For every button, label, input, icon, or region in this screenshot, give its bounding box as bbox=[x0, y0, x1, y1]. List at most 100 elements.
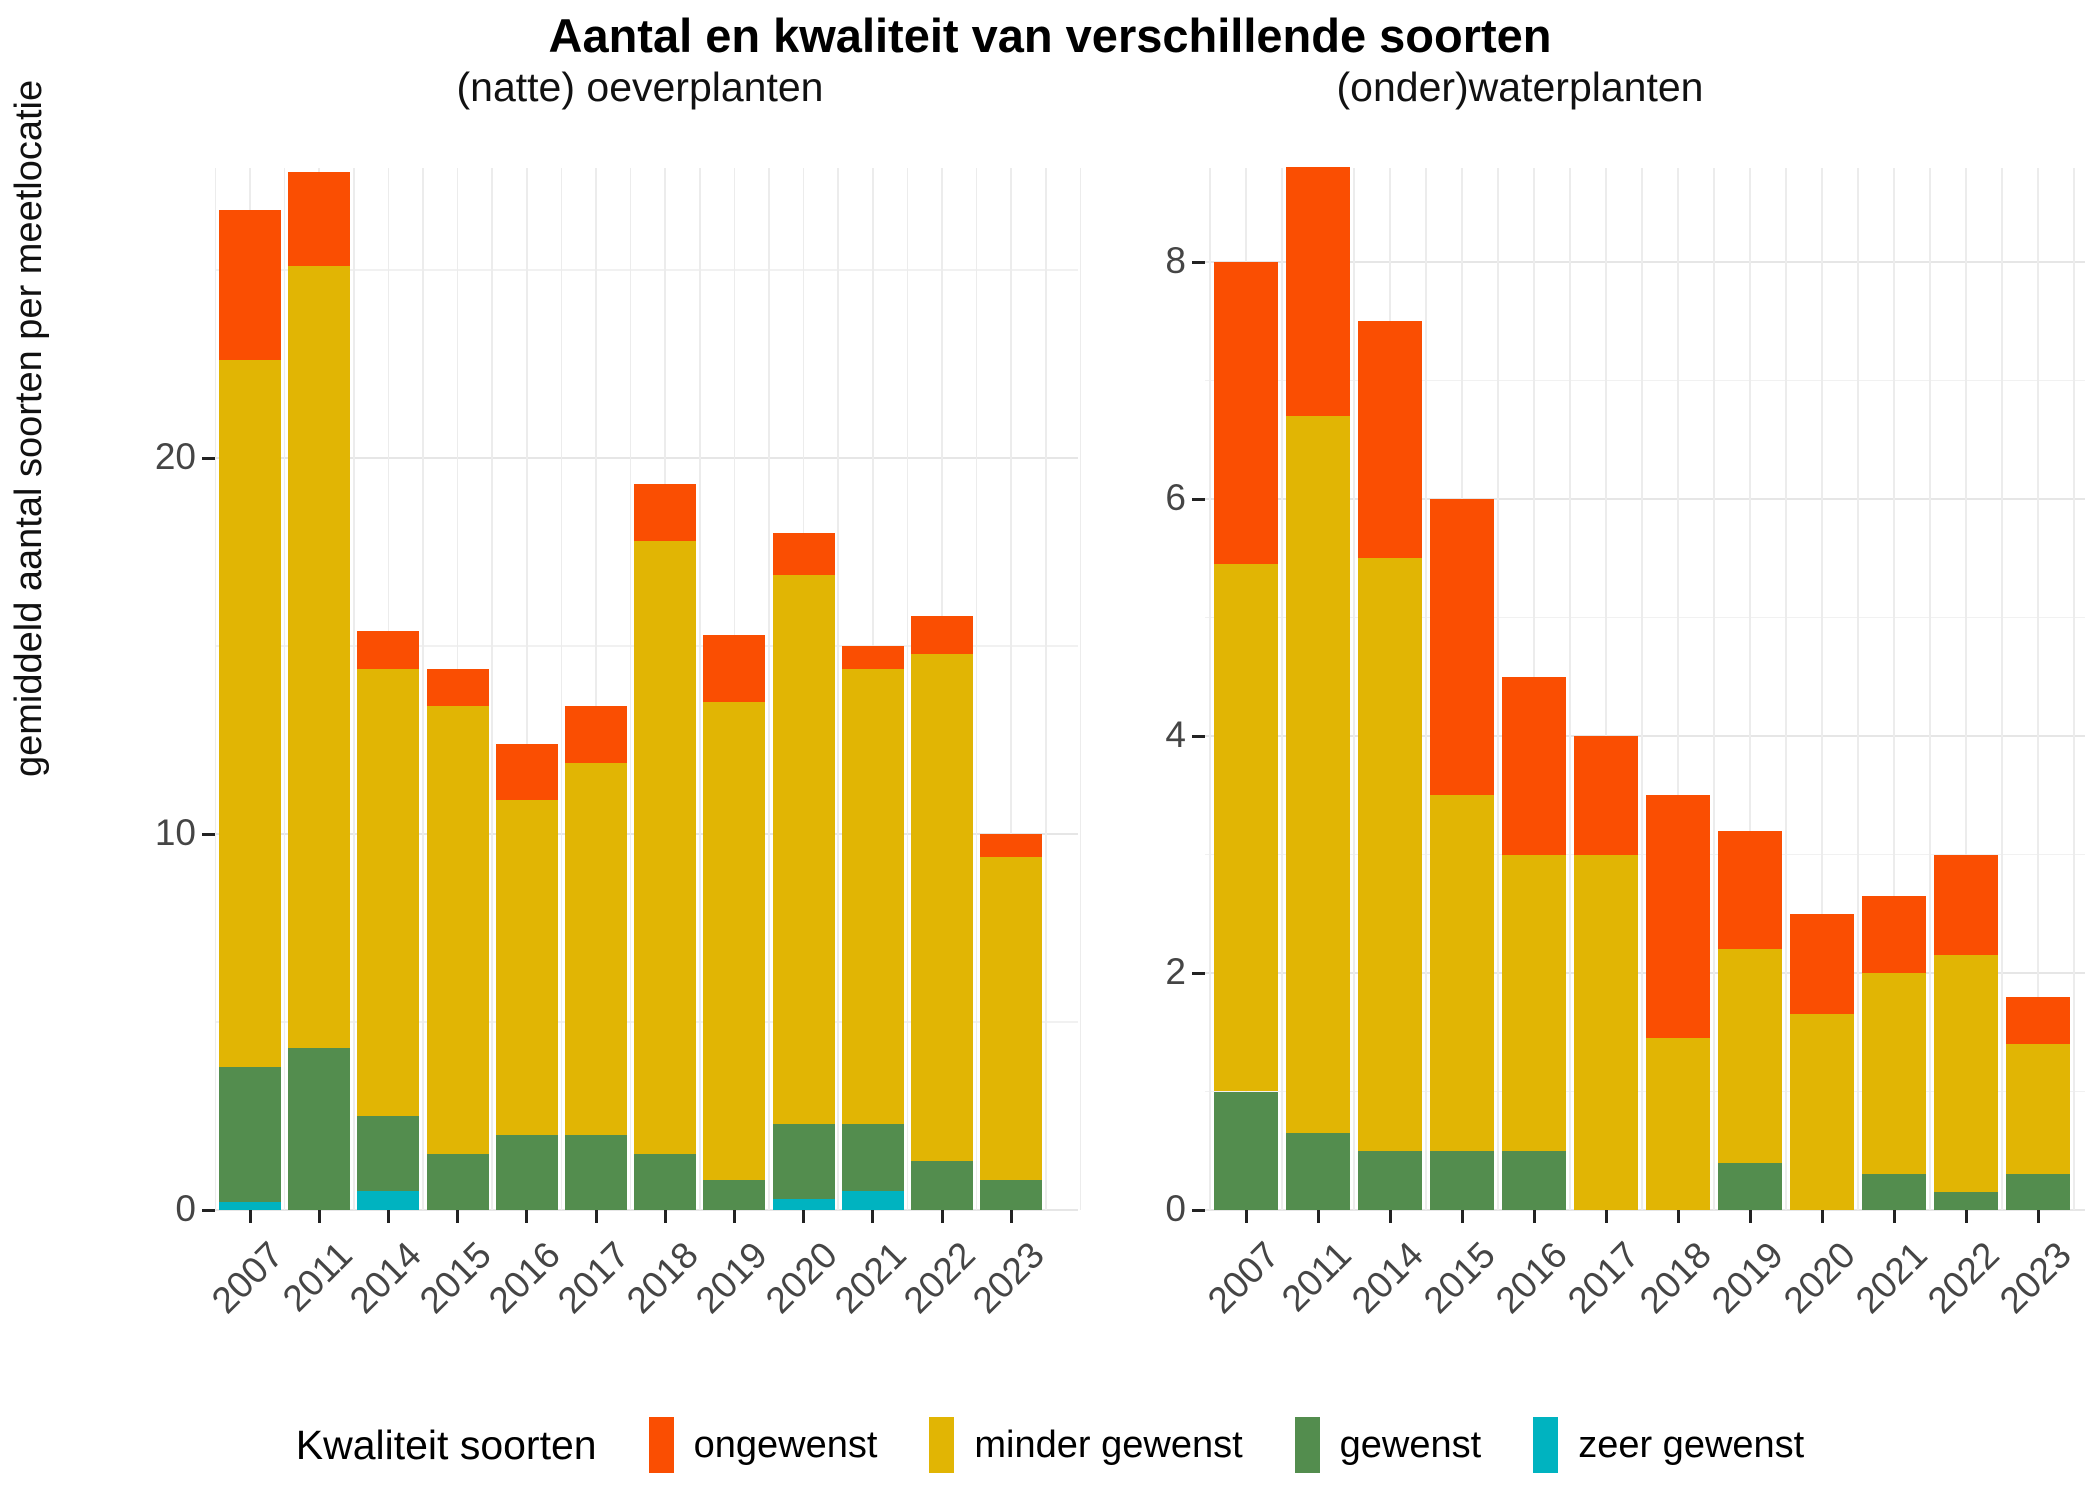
bar-2016-minder-gewenst bbox=[495, 800, 558, 1135]
bar-2021-gewenst bbox=[841, 1123, 904, 1192]
gridline-vertical bbox=[1821, 168, 1823, 1210]
bar-2017-ongewenst bbox=[565, 706, 627, 763]
gridline-vertical bbox=[699, 168, 701, 1210]
bar-2007-gewenst bbox=[1214, 1091, 1278, 1210]
x-tick-2018 bbox=[663, 1210, 667, 1223]
bar-2020-ongewenst bbox=[1790, 913, 1854, 1015]
bar-2022-gewenst bbox=[1934, 1192, 1998, 1210]
bar-2020-gewenst bbox=[772, 1123, 835, 1199]
x-tick-2011 bbox=[317, 1210, 321, 1223]
gridline-vertical bbox=[526, 168, 528, 1210]
gridline-vertical bbox=[353, 168, 355, 1210]
legend-label-zeer-gewenst: zeer gewenst bbox=[1578, 1423, 1805, 1466]
gridline-vertical bbox=[2001, 168, 2003, 1210]
bar-2016-ongewenst bbox=[495, 743, 558, 801]
bar-2011-ongewenst bbox=[288, 172, 351, 267]
bar-2015-minder-gewenst bbox=[426, 706, 489, 1154]
y-tick-20 bbox=[202, 456, 215, 460]
bar-2018-minder-gewenst bbox=[1646, 1038, 1710, 1210]
bar-2015-ongewenst bbox=[1430, 499, 1494, 796]
bar-2014-ongewenst bbox=[1358, 321, 1422, 559]
gridline-minor-y7 bbox=[1205, 379, 2085, 382]
legend-label-ongewenst: ongewenst bbox=[693, 1423, 878, 1466]
x-tick-2023 bbox=[2036, 1210, 2040, 1223]
y-label-2: 2 bbox=[1165, 951, 1186, 992]
y-label-6: 6 bbox=[1165, 477, 1186, 518]
y-tick-8 bbox=[1192, 260, 1205, 264]
gridline-vertical bbox=[837, 168, 839, 1210]
gridline-vertical bbox=[1677, 168, 1679, 1210]
gridline-vertical bbox=[768, 168, 770, 1210]
x-tick-2022 bbox=[1964, 1210, 1968, 1223]
y-label-0: 0 bbox=[1165, 1188, 1186, 1229]
legend-item-ongewenst: ongewenst bbox=[648, 1417, 878, 1473]
bar-2017-ongewenst bbox=[1574, 736, 1638, 855]
y-tick-0 bbox=[1192, 1208, 1205, 1212]
x-tick-2021 bbox=[1892, 1210, 1896, 1223]
bar-2018-minder-gewenst bbox=[634, 540, 697, 1154]
bar-2014-gewenst bbox=[1358, 1150, 1422, 1210]
legend-swatch-minder-gewenst bbox=[929, 1417, 955, 1473]
bar-2015-ongewenst bbox=[426, 668, 489, 707]
x-tick-2011 bbox=[1316, 1210, 1320, 1223]
x-tick-2021 bbox=[871, 1210, 875, 1223]
bar-2023-gewenst bbox=[980, 1179, 1043, 1210]
bar-2011-ongewenst bbox=[1286, 167, 1350, 417]
bar-2014-minder-gewenst bbox=[357, 668, 420, 1116]
gridline-vertical bbox=[1713, 168, 1715, 1210]
gridline-major-y6 bbox=[1205, 498, 2085, 500]
gridline-vertical bbox=[906, 168, 909, 1210]
legend-label-minder-gewenst: minder gewenst bbox=[974, 1423, 1243, 1466]
x-tick-2015 bbox=[1460, 1210, 1464, 1223]
gridline-vertical bbox=[1569, 168, 1571, 1210]
bar-2022-minder-gewenst bbox=[1934, 955, 1998, 1193]
bar-2014-zeer-gewenst bbox=[357, 1191, 420, 1210]
gridline-vertical bbox=[629, 168, 632, 1210]
chart-title: Aantal en kwaliteit van verschillende so… bbox=[548, 9, 1552, 62]
bar-2021-gewenst bbox=[1862, 1174, 1926, 1210]
x-tick-2014 bbox=[386, 1210, 390, 1223]
x-tick-2016 bbox=[525, 1210, 529, 1223]
y-label-8: 8 bbox=[1165, 240, 1186, 281]
gridline-vertical bbox=[1641, 168, 1643, 1210]
bar-2023-minder-gewenst bbox=[2006, 1044, 2070, 1175]
x-tick-2020 bbox=[802, 1210, 806, 1223]
bar-2016-gewenst bbox=[495, 1134, 558, 1210]
bar-2011-gewenst bbox=[1286, 1132, 1350, 1210]
y-axis-label: gemiddeld aantal soorten per meetlocatie bbox=[8, 79, 50, 777]
gridline-vertical bbox=[1281, 168, 1283, 1210]
gridline-vertical bbox=[1965, 168, 1967, 1210]
bar-2022-gewenst bbox=[911, 1161, 973, 1210]
gridline-vertical bbox=[1353, 168, 1355, 1210]
gridline-vertical bbox=[595, 168, 597, 1210]
gridline-minor-y25 bbox=[215, 269, 1078, 271]
x-tick-2017 bbox=[594, 1210, 598, 1223]
x-tick-2015 bbox=[456, 1210, 460, 1223]
bar-2019-gewenst bbox=[1718, 1162, 1782, 1210]
legend-title: Kwaliteit soorten bbox=[295, 1421, 597, 1468]
legend-item-zeer-gewenst: zeer gewenst bbox=[1533, 1417, 1804, 1473]
legend: Kwaliteit soorten ongewenst minder gewens… bbox=[0, 1400, 2100, 1490]
gridline-major-y0 bbox=[1205, 1209, 2085, 1211]
gridline-minor-y5 bbox=[1205, 616, 2085, 619]
bar-2021-minder-gewenst bbox=[841, 668, 904, 1124]
gridline-vertical bbox=[1929, 168, 1931, 1210]
facet-title-waterplanten: (onder)waterplanten bbox=[1336, 64, 1704, 110]
gridline-vertical bbox=[491, 168, 493, 1210]
bar-2015-gewenst bbox=[426, 1153, 489, 1210]
bar-2016-minder-gewenst bbox=[1502, 854, 1566, 1151]
gridline-vertical bbox=[1010, 168, 1012, 1210]
gridline-vertical bbox=[2037, 168, 2039, 1210]
gridline-vertical bbox=[1749, 168, 1751, 1210]
legend-label-gewenst: gewenst bbox=[1339, 1423, 1482, 1466]
x-tick-2018 bbox=[1676, 1210, 1680, 1223]
bar-2023-minder-gewenst bbox=[980, 856, 1043, 1180]
bar-2020-minder-gewenst bbox=[772, 574, 835, 1124]
bar-2020-zeer-gewenst bbox=[772, 1198, 835, 1210]
bar-2011-minder-gewenst bbox=[1286, 416, 1350, 1133]
bar-2015-minder-gewenst bbox=[1430, 795, 1494, 1151]
bar-2021-minder-gewenst bbox=[1862, 973, 1926, 1175]
gridline-minor-y1 bbox=[1205, 1090, 2085, 1093]
gridline-vertical bbox=[1497, 168, 1499, 1210]
gridline-minor-y3 bbox=[1205, 853, 2085, 856]
